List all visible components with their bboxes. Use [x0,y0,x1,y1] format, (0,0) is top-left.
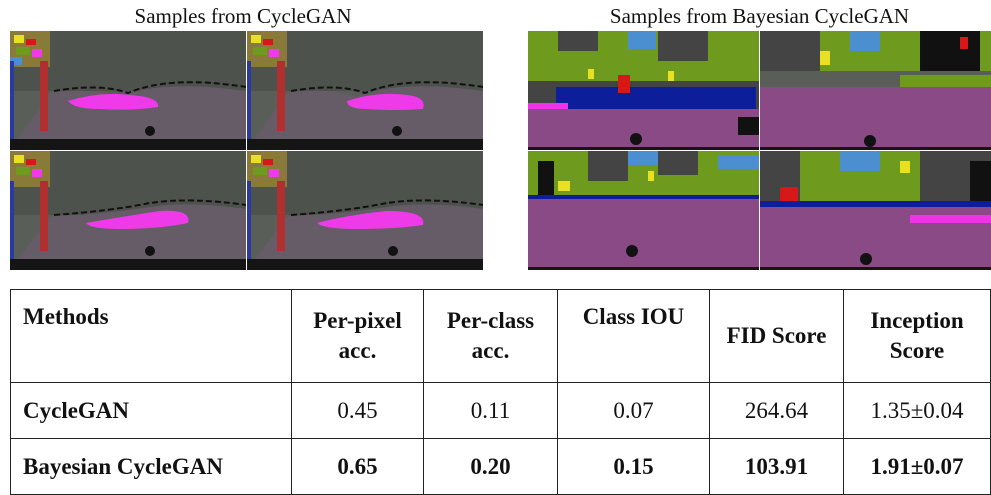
cell-class-iou: 0.15 [557,438,710,495]
table-header-row: Methods Per-pixel acc. Per-class acc. Cl… [10,289,991,383]
cell-fid: 264.64 [709,382,844,439]
left-figure-caption: Samples from CycleGAN [134,4,352,28]
header-class-iou: Class IOU [557,289,710,383]
table-row: Bayesian CycleGAN 0.65 0.20 0.15 103.91 … [10,438,991,495]
cell-per-class: 0.20 [423,438,558,495]
header-methods: Methods [10,289,292,383]
bayesian-sample-4 [760,151,991,270]
cell-inception: 1.35±0.04 [843,382,991,439]
cyclegan-sample-3 [10,151,246,270]
cyclegan-sample-2 [247,31,483,150]
row-method-bayesian-cyclegan: Bayesian CycleGAN [10,438,292,495]
cyclegan-sample-1 [10,31,246,150]
cell-per-class: 0.11 [423,382,558,439]
cell-fid: 103.91 [709,438,844,495]
row-method-cyclegan: CycleGAN [10,382,292,439]
right-figure-caption: Samples from Bayesian CycleGAN [609,4,910,28]
bayesian-sample-3 [528,151,759,270]
cyclegan-sample-4 [247,151,483,270]
bayesian-sample-2 [760,31,991,150]
table-row: CycleGAN 0.45 0.11 0.07 264.64 1.35±0.04 [10,382,991,439]
cell-class-iou: 0.07 [557,382,710,439]
bayesian-cyclegan-samples-grid [528,31,991,270]
header-per-pixel-acc: Per-pixel acc. [291,289,424,383]
cell-per-pixel: 0.45 [291,382,424,439]
header-inception-score: Inception Score [843,289,991,383]
results-table: Methods Per-pixel acc. Per-class acc. Cl… [10,289,991,495]
cyclegan-samples-grid [10,31,483,270]
header-per-class-acc: Per-class acc. [423,289,558,383]
cell-per-pixel: 0.65 [291,438,424,495]
bayesian-sample-1 [528,31,759,150]
header-fid-score: FID Score [709,289,844,383]
cell-inception: 1.91±0.07 [843,438,991,495]
